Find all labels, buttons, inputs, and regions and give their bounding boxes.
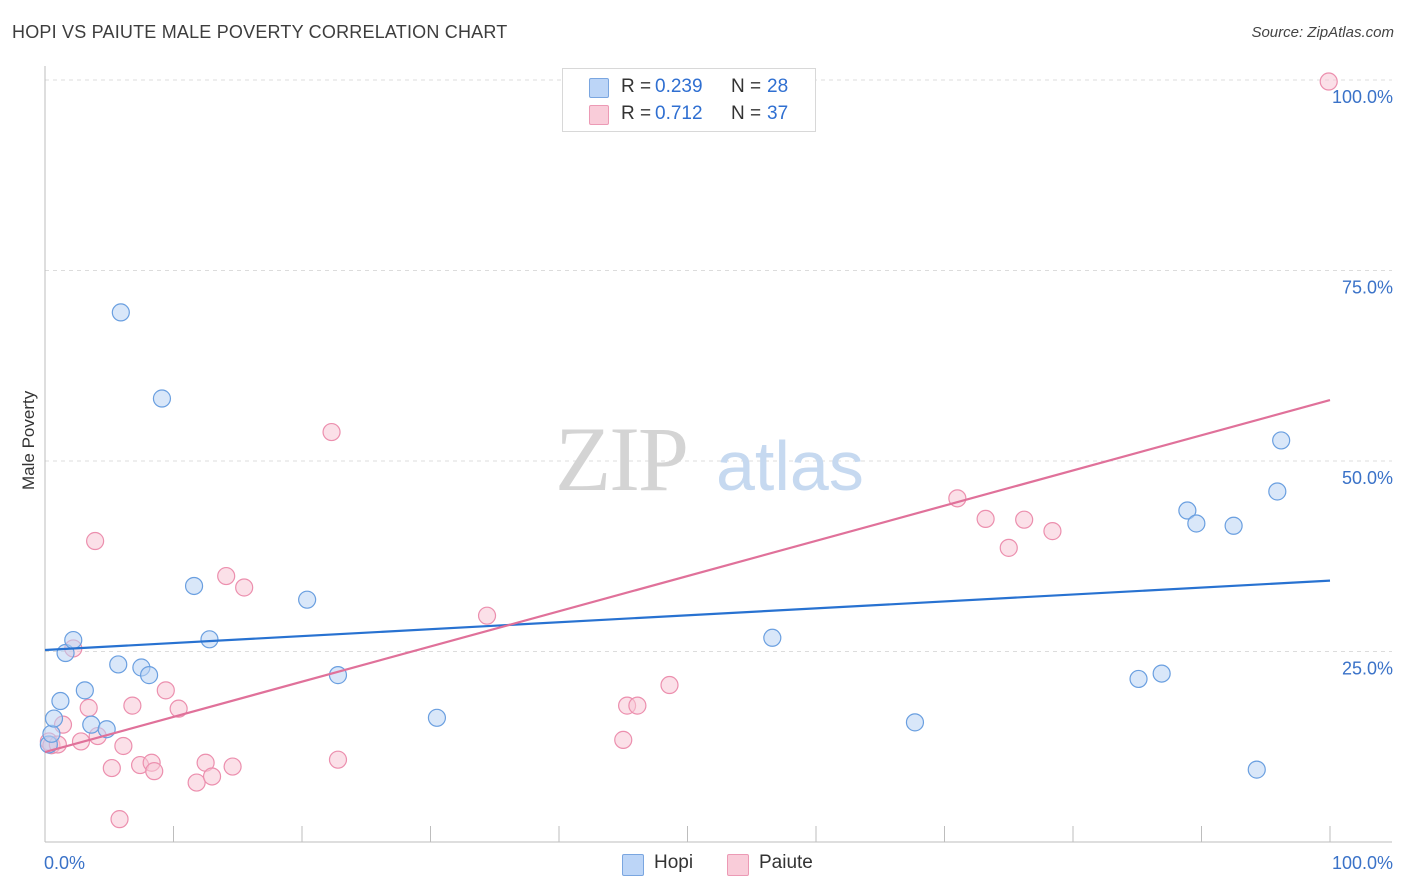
paiute-point bbox=[187, 773, 206, 792]
legend-row-paiute: R = 0.712 N = 37 bbox=[563, 101, 813, 129]
y-tick-label: 100.0% bbox=[1332, 87, 1393, 107]
series-legend: Hopi Paiute bbox=[0, 850, 1406, 878]
hopi-point bbox=[139, 666, 159, 685]
hopi-point bbox=[1268, 482, 1287, 501]
hopi-legend-label: Hopi bbox=[654, 852, 694, 873]
watermark-zip: ZIP bbox=[555, 408, 687, 510]
paiute-point bbox=[169, 699, 188, 718]
correlation-legend: R = 0.239 N = 28 R = 0.712 N = 37 bbox=[562, 68, 816, 132]
paiute-point bbox=[86, 531, 105, 551]
hopi-point bbox=[42, 724, 61, 743]
paiute-swatch bbox=[589, 105, 609, 125]
y-tick-label: 75.0% bbox=[1342, 278, 1393, 298]
paiute-legend-label: Paiute bbox=[759, 852, 813, 873]
paiute-point bbox=[477, 606, 497, 625]
hopi-point bbox=[1224, 516, 1243, 535]
paiute-legend-swatch bbox=[727, 854, 749, 876]
hopi-point bbox=[1129, 669, 1148, 689]
paiute-point bbox=[217, 566, 236, 586]
paiute-point bbox=[235, 578, 254, 597]
hopi-point bbox=[298, 590, 317, 609]
paiute-point bbox=[614, 730, 633, 749]
hopi-point bbox=[1187, 514, 1206, 533]
tick-labels: 25.0% 50.0% 75.0% 100.0% 0.0% 100.0% bbox=[44, 87, 1393, 873]
paiute-n-label: N = bbox=[731, 103, 762, 124]
paiute-point bbox=[114, 736, 133, 756]
hopi-point bbox=[905, 713, 925, 732]
hopi-point bbox=[82, 715, 101, 734]
paiute-point bbox=[79, 698, 98, 717]
source-credit: Source: ZipAtlas.com bbox=[1251, 24, 1394, 41]
hopi-n-label: N = bbox=[731, 76, 762, 97]
paiute-point bbox=[660, 675, 679, 695]
hopi-point bbox=[763, 628, 782, 647]
x-tick-label: 0.0% bbox=[44, 853, 85, 873]
hopi-point bbox=[200, 630, 219, 649]
hopi-point bbox=[64, 630, 83, 650]
grid-lines bbox=[45, 79, 1392, 652]
paiute-point bbox=[1043, 522, 1062, 541]
hopi-swatch bbox=[589, 78, 609, 98]
hopi-point bbox=[1272, 431, 1291, 450]
paiute-point bbox=[328, 750, 348, 769]
paiute-point bbox=[223, 757, 242, 776]
paiute-point bbox=[123, 696, 142, 715]
paiute-r-label: R = bbox=[621, 103, 652, 124]
hopi-point bbox=[51, 691, 70, 711]
paiute-point bbox=[202, 767, 222, 786]
hopi-points bbox=[39, 303, 1291, 779]
paiute-n-value: 37 bbox=[767, 103, 789, 124]
hopi-point bbox=[109, 655, 128, 674]
hopi-n-value: 28 bbox=[767, 76, 789, 97]
chart-title: HOPI VS PAIUTE MALE POVERTY CORRELATION … bbox=[12, 22, 508, 42]
hopi-legend-swatch bbox=[622, 854, 644, 876]
y-tick-label: 25.0% bbox=[1342, 659, 1393, 679]
watermark: ZIP atlas bbox=[555, 408, 864, 510]
y-axis-label: Male Poverty bbox=[19, 390, 38, 490]
paiute-r-value: 0.712 bbox=[655, 103, 703, 124]
paiute-point bbox=[110, 810, 129, 829]
x-tick-label: 100.0% bbox=[1332, 853, 1393, 873]
paiute-trendline bbox=[44, 398, 1331, 754]
hopi-point bbox=[75, 681, 94, 700]
paiute-point bbox=[156, 681, 175, 700]
watermark-atlas: atlas bbox=[716, 427, 864, 505]
legend-row-hopi: R = 0.239 N = 28 bbox=[563, 74, 813, 102]
paiute-point bbox=[102, 758, 121, 778]
paiute-point bbox=[628, 696, 647, 715]
hopi-point bbox=[44, 709, 64, 728]
trendlines bbox=[44, 398, 1331, 754]
hopi-point bbox=[427, 708, 447, 727]
paiute-point bbox=[1319, 72, 1338, 91]
paiute-point bbox=[999, 538, 1018, 557]
paiute-point bbox=[145, 762, 164, 781]
hopi-point bbox=[1152, 664, 1171, 683]
y-tick-label: 50.0% bbox=[1342, 468, 1393, 488]
axes bbox=[44, 66, 1392, 843]
paiute-point bbox=[1015, 510, 1034, 529]
paiute-point bbox=[322, 422, 341, 442]
hopi-trendline bbox=[44, 579, 1331, 652]
hopi-point bbox=[1247, 760, 1266, 779]
paiute-point bbox=[976, 509, 995, 529]
hopi-point bbox=[1178, 501, 1197, 520]
hopi-r-value: 0.239 bbox=[655, 76, 703, 97]
hopi-point bbox=[184, 576, 204, 596]
hopi-point bbox=[111, 303, 130, 322]
hopi-r-label: R = bbox=[621, 76, 652, 97]
hopi-point bbox=[152, 389, 172, 408]
